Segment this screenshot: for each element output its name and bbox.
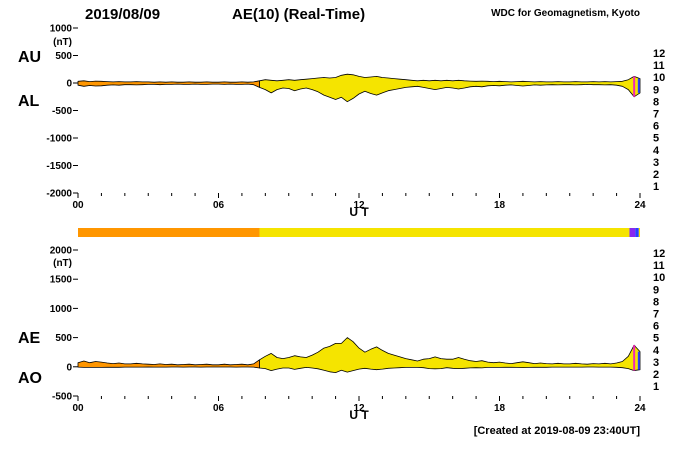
station-count-digit: 1 [653,381,659,393]
y-tick-label: 0 [66,79,72,90]
y-tick-label: 1500 [50,275,73,286]
station-count-digit: 4 [653,145,660,157]
station-count-digit: 11 [653,60,665,72]
unit-label-bottom: (nT) [53,258,72,269]
station-count-digit: 8 [653,296,659,308]
y-tick-label: 500 [55,333,72,344]
station-coverage-segment [629,228,636,237]
x-tick-label: 00 [72,403,84,414]
header-source: WDC for Geomagnetism, Kyoto [491,8,640,19]
station-count-digit: 2 [653,169,659,181]
x-tick-label: 18 [494,200,506,211]
y-tick-label: -1500 [46,161,72,172]
y-tick-label: 1000 [50,304,73,315]
header-date: 2019/08/09 [85,6,160,23]
station-count-digit: 10 [653,272,665,284]
ut-label-top: U T [349,205,369,219]
station-count-digit: 8 [653,96,659,108]
station-count-digit: 3 [653,157,659,169]
station-coverage-segment [259,228,630,237]
x-tick-label: 00 [72,200,84,211]
station-count-digit: 2 [653,369,659,381]
ao-label: AO [18,370,42,387]
footer-created: [Created at 2019-08-09 23:40UT] [474,425,641,437]
station-count-digit: 12 [653,48,665,60]
ut-label-bottom: U T [349,408,369,422]
station-coverage-segment [78,228,260,237]
station-count-digit: 9 [653,84,659,96]
au-al-band [77,80,260,88]
x-tick-label: 18 [494,403,506,414]
au-al-band [259,73,641,103]
x-tick-label: 12 [353,200,365,211]
y-tick-label: 0 [66,362,72,373]
station-count-digit: 4 [653,345,660,357]
station-count-digit: 3 [653,357,659,369]
ae-ao-band [77,359,260,369]
station-count-digit: 9 [653,284,659,296]
au-label: AU [18,49,41,66]
x-tick-label: 06 [213,200,225,211]
x-tick-label: 12 [353,403,365,414]
station-count-digit: 6 [653,121,659,133]
y-tick-label: 500 [55,51,72,62]
station-count-digit: 5 [653,333,659,345]
station-count-digit: 1 [653,181,659,193]
unit-label-top: (nT) [53,37,72,48]
station-coverage-segment [635,228,639,237]
y-tick-label: -2000 [46,189,72,200]
station-count-digit: 12 [653,248,665,260]
station-count-digit: 10 [653,72,665,84]
ae-ao-band [259,337,641,374]
station-coverage-segment [638,228,640,237]
station-count-digit: 7 [653,309,659,321]
header-title: AE(10) (Real-Time) [232,6,365,23]
x-tick-label: 24 [634,200,646,211]
x-tick-label: 06 [213,403,225,414]
y-tick-label: 1000 [50,24,73,35]
station-coverage-bar [78,228,640,237]
ae-label: AE [18,330,41,347]
x-tick-label: 24 [634,403,646,414]
station-count-digit: 5 [653,133,659,145]
station-count-digit: 6 [653,321,659,333]
y-tick-label: -500 [52,392,72,403]
y-tick-label: -1000 [46,134,72,145]
al-label: AL [18,93,40,110]
y-tick-label: -500 [52,106,72,117]
station-count-digit: 7 [653,109,659,121]
y-tick-label: 2000 [50,246,73,257]
station-count-digit: 11 [653,260,665,272]
